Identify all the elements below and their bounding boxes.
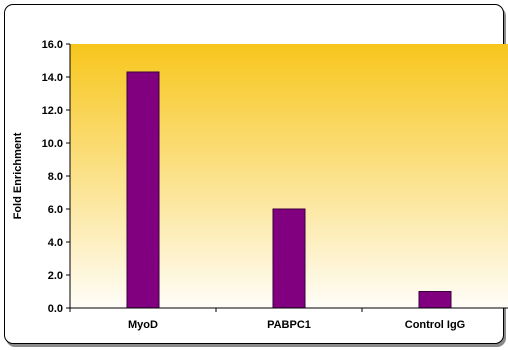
y-tick-label: 4.0 — [48, 237, 63, 249]
y-tick-label: 14.0 — [42, 72, 63, 84]
y-tick-label: 6.0 — [48, 204, 63, 216]
x-tick-label: MyoD — [128, 319, 158, 331]
y-tick-label: 8.0 — [48, 171, 63, 183]
x-tick-label: Control IgG — [405, 319, 466, 331]
y-tick-label: 2.0 — [48, 270, 63, 282]
bar-pabpc1 — [272, 208, 306, 309]
y-tick-label: 0.0 — [48, 303, 63, 315]
y-axis-title: Fold Enrichment — [12, 132, 24, 219]
x-tick-label: PABPC1 — [267, 319, 311, 331]
axes — [66, 43, 508, 312]
y-tick-label: 16.0 — [42, 39, 63, 51]
bar-myod — [126, 71, 160, 309]
y-tick-label: 12.0 — [42, 105, 63, 117]
y-tick-label: 10.0 — [42, 138, 63, 150]
bars — [126, 71, 452, 309]
labels: 0.0 2.0 4.0 6.0 8.0 10.0 12.0 14.0 16.0 MyoD PABPC… — [42, 39, 466, 331]
bar-control-igg — [418, 291, 452, 309]
